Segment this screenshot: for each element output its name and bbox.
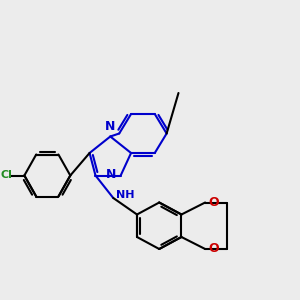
- Text: N: N: [106, 167, 116, 181]
- Text: NH: NH: [116, 190, 135, 200]
- Text: O: O: [208, 242, 219, 256]
- Text: Cl: Cl: [1, 170, 13, 181]
- Text: O: O: [208, 196, 219, 209]
- Text: N: N: [105, 120, 116, 133]
